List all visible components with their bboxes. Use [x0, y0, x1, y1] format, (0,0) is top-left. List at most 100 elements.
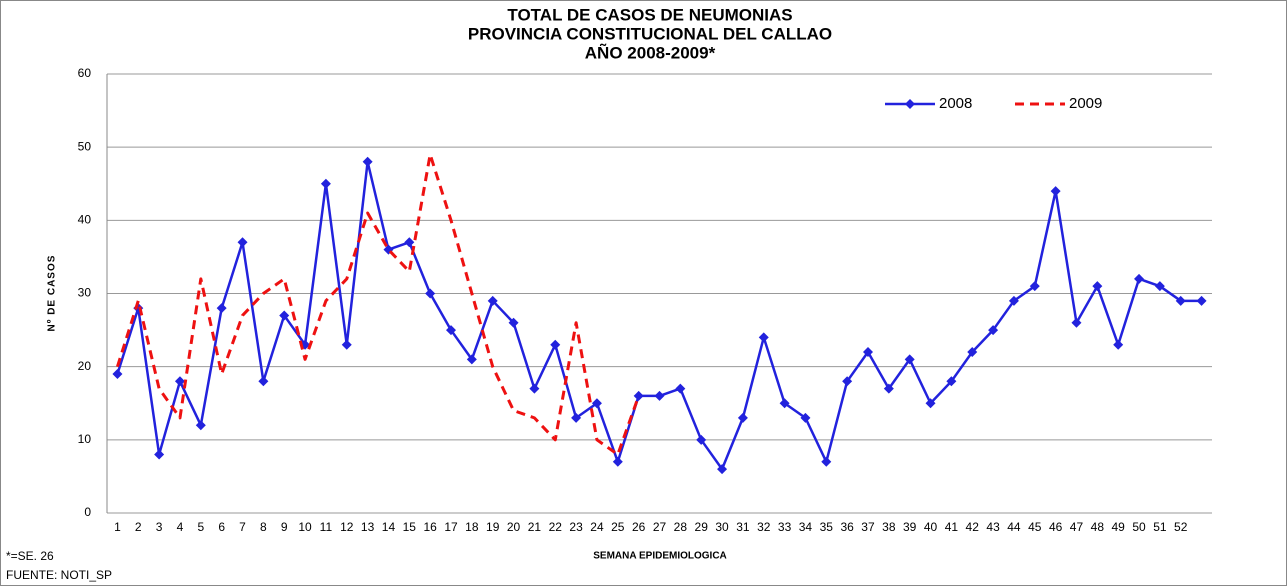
y-tick-label: 60 — [78, 66, 92, 80]
x-tick-label: 48 — [1091, 520, 1105, 534]
x-tick-label: 34 — [799, 520, 813, 534]
x-tick-label: 3 — [156, 520, 163, 534]
x-tick-label: 46 — [1049, 520, 1063, 534]
x-tick-label: 30 — [715, 520, 729, 534]
point — [612, 456, 623, 467]
x-tick-label: 44 — [1007, 520, 1021, 534]
x-tick-label: 31 — [736, 520, 750, 534]
x-tick-label: 16 — [423, 520, 437, 534]
x-tick-label: 14 — [382, 520, 396, 534]
x-tick-label: 7 — [239, 520, 246, 534]
point — [1050, 186, 1061, 197]
x-tick-label: 32 — [757, 520, 771, 534]
point — [112, 368, 123, 379]
point — [1113, 339, 1124, 350]
series-line — [115, 152, 641, 456]
x-tick-label: 26 — [632, 520, 646, 534]
chart-title: TOTAL DE CASOS DE NEUMONIAS — [507, 5, 792, 24]
x-axis-title: SEMANA EPIDEMIOLOGICA — [593, 551, 727, 562]
point — [174, 376, 185, 387]
point — [883, 383, 894, 394]
y-tick-label: 20 — [78, 359, 92, 373]
legend-marker — [905, 99, 915, 109]
x-tick-label: 2 — [135, 520, 142, 534]
x-tick-label: 10 — [298, 520, 312, 534]
point — [425, 288, 436, 299]
point — [216, 303, 227, 314]
point — [154, 449, 165, 460]
point — [466, 354, 477, 365]
x-tick-label: 17 — [444, 520, 458, 534]
point — [1029, 281, 1040, 292]
point — [717, 464, 728, 475]
y-tick-label: 50 — [78, 139, 92, 153]
x-tick-label: 23 — [569, 520, 583, 534]
x-tick-label: 39 — [903, 520, 917, 534]
x-tick-label: 43 — [986, 520, 1000, 534]
point — [362, 156, 373, 167]
y-tick-label: 30 — [78, 286, 92, 300]
point — [967, 347, 978, 358]
note: FUENTE: NOTI_SP — [6, 568, 112, 582]
point — [925, 398, 936, 409]
point — [904, 354, 915, 365]
point — [1134, 273, 1145, 284]
x-tick-label: 35 — [820, 520, 834, 534]
point — [1154, 281, 1165, 292]
x-tick-label: 28 — [674, 520, 688, 534]
point — [842, 376, 853, 387]
x-tick-label: 25 — [611, 520, 625, 534]
point — [487, 295, 498, 306]
x-tick-label: 41 — [945, 520, 959, 534]
point — [633, 390, 644, 401]
x-tick-label: 6 — [218, 520, 225, 534]
point — [404, 237, 415, 248]
point — [1008, 295, 1019, 306]
x-tick-label: 15 — [403, 520, 417, 534]
point — [946, 376, 957, 387]
point — [237, 237, 248, 248]
x-tick-label: 4 — [177, 520, 184, 534]
x-tick-label: 1 — [114, 520, 121, 534]
x-tick-label: 11 — [320, 520, 333, 534]
x-tick-label: 50 — [1132, 520, 1146, 534]
x-tick-label: 38 — [882, 520, 896, 534]
x-tick-label: 47 — [1070, 520, 1084, 534]
x-tick-label: 18 — [465, 520, 479, 534]
x-tick-label: 20 — [507, 520, 521, 534]
point — [779, 398, 790, 409]
y-tick-label: 0 — [84, 505, 91, 519]
point — [571, 412, 582, 423]
y-axis-title: Nº DE CASOS — [47, 255, 58, 332]
point — [737, 412, 748, 423]
x-tick-label: 33 — [778, 520, 792, 534]
x-tick-label: 22 — [549, 520, 563, 534]
x-tick-label: 12 — [340, 520, 354, 534]
x-tick-label: 45 — [1028, 520, 1042, 534]
x-tick-label: 51 — [1153, 520, 1167, 534]
point — [1196, 295, 1207, 306]
point — [529, 383, 540, 394]
x-tick-label: 13 — [361, 520, 375, 534]
y-tick-label: 40 — [78, 213, 92, 227]
point — [696, 434, 707, 445]
x-tick-label: 8 — [260, 520, 267, 534]
legend-label: 2009 — [1069, 95, 1102, 112]
point — [758, 332, 769, 343]
x-tick-label: 9 — [281, 520, 288, 534]
x-tick-label: 42 — [966, 520, 980, 534]
point — [654, 390, 665, 401]
point — [591, 398, 602, 409]
note: *=SE. 26 — [6, 549, 54, 563]
x-tick-label: 27 — [653, 520, 667, 534]
chart-title: AÑO 2008-2009* — [585, 42, 716, 62]
legend-label: 2008 — [939, 95, 972, 112]
x-tick-label: 19 — [486, 520, 500, 534]
point — [1175, 295, 1186, 306]
point — [195, 420, 206, 431]
x-tick-label: 37 — [861, 520, 875, 534]
point — [675, 383, 686, 394]
chart-title: PROVINCIA CONSTITUCIONAL DEL CALLAO — [468, 24, 832, 43]
